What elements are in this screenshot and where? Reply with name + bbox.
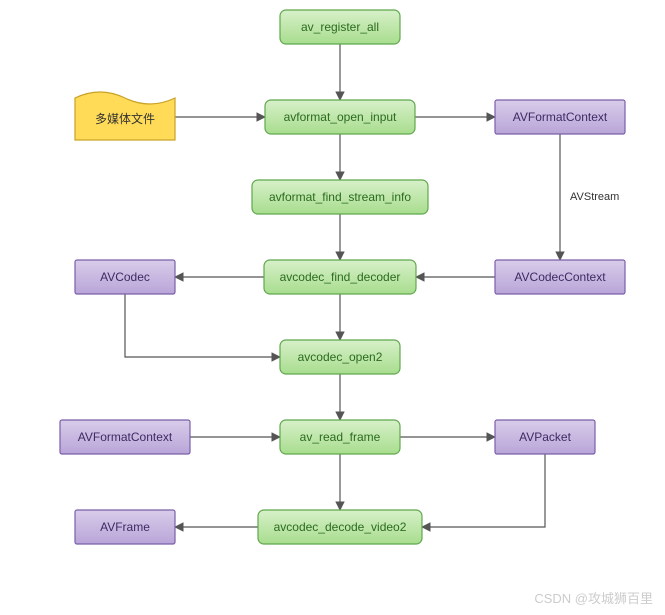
node-findstream: avformat_find_stream_info <box>252 180 428 214</box>
node-codecctx: AVCodecContext <box>495 260 625 294</box>
edge-avpacket-decode <box>422 454 545 527</box>
node-decode: avcodec_decode_video2 <box>258 510 422 544</box>
edge-avcodec-open2 <box>125 294 280 357</box>
svg-text:AVCodec: AVCodec <box>100 270 150 284</box>
svg-text:多媒体文件: 多媒体文件 <box>95 111 155 126</box>
svg-text:av_register_all: av_register_all <box>301 20 379 34</box>
flowchart-canvas: AVStream av_register_all 多媒体文件 avformat_ope… <box>0 0 665 615</box>
node-fmtctx1: AVFormatContext <box>495 100 625 134</box>
node-file: 多媒体文件 <box>75 92 175 140</box>
svg-text:AVCodecContext: AVCodecContext <box>514 270 606 284</box>
svg-text:AVFormatContext: AVFormatContext <box>78 430 173 444</box>
node-readframe: av_read_frame <box>280 420 400 454</box>
edge-label: AVStream <box>570 191 619 203</box>
svg-text:av_read_frame: av_read_frame <box>300 430 381 444</box>
node-avframe: AVFrame <box>75 510 175 544</box>
svg-text:avformat_open_input: avformat_open_input <box>284 110 397 124</box>
node-open2: avcodec_open2 <box>280 340 400 374</box>
svg-text:avcodec_find_decoder: avcodec_find_decoder <box>280 270 401 284</box>
watermark-text: CSDN @攻城狮百里 <box>534 588 653 607</box>
node-reg: av_register_all <box>280 10 400 44</box>
svg-text:AVFrame: AVFrame <box>100 520 150 534</box>
svg-text:AVFormatContext: AVFormatContext <box>513 110 608 124</box>
svg-text:AVPacket: AVPacket <box>519 430 571 444</box>
svg-text:avformat_find_stream_info: avformat_find_stream_info <box>269 190 411 204</box>
node-fmtctx2: AVFormatContext <box>60 420 190 454</box>
svg-text:avcodec_open2: avcodec_open2 <box>298 350 383 364</box>
svg-text:avcodec_decode_video2: avcodec_decode_video2 <box>274 520 407 534</box>
node-avcodec: AVCodec <box>75 260 175 294</box>
node-avpacket: AVPacket <box>495 420 595 454</box>
node-finddec: avcodec_find_decoder <box>264 260 416 294</box>
node-openin: avformat_open_input <box>265 100 415 134</box>
